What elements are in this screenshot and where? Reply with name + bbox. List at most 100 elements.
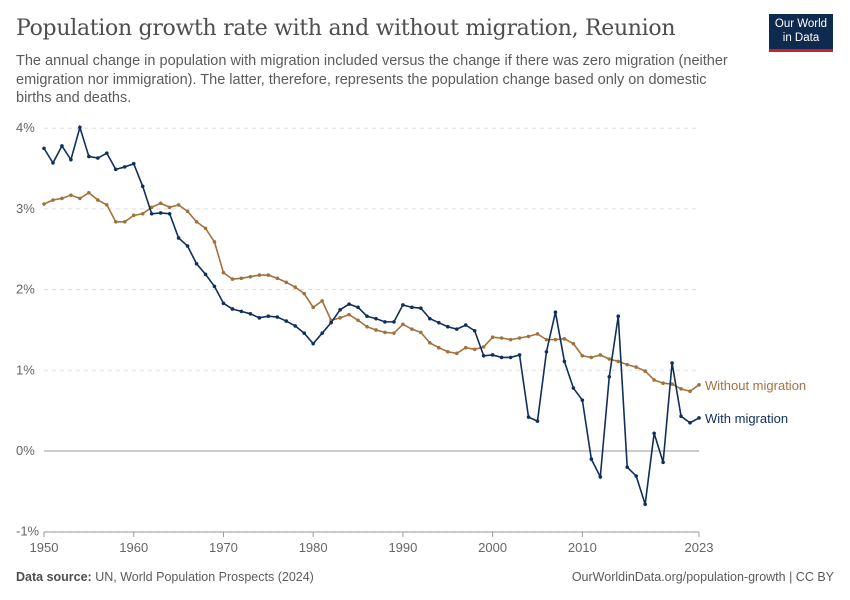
data-point [167,211,172,216]
data-point [374,328,378,332]
data-point [616,314,621,319]
data-point [347,312,351,317]
data-point [347,302,351,306]
data-point [266,273,271,277]
data-point [562,337,567,341]
data-point [239,276,244,281]
x-tick-label: 1960 [119,540,148,555]
data-point [598,475,603,479]
data-point [329,320,333,325]
y-tick-label: 1% [16,362,35,377]
data-point [553,310,558,314]
data-point [105,151,109,156]
data-point [670,361,674,365]
y-tick-label: 4% [16,120,35,135]
data-point [176,236,181,240]
data-point [284,280,289,285]
source-text[interactable]: UN, World Population Prospects (2024) [95,570,314,584]
data-point [122,165,127,169]
data-point [338,316,342,320]
source-label: Data source: [16,570,92,584]
data-point [42,202,46,206]
data-point [140,211,145,216]
data-point [293,285,298,289]
data-point [697,383,701,387]
data-point [392,331,396,335]
data-point [365,314,369,319]
data-point [203,272,208,277]
series-line-with-migration [43,124,700,505]
x-tick-label: 2000 [478,540,507,555]
data-point [517,336,522,340]
data-point [679,387,683,391]
legend-label: Without migration [705,378,806,393]
data-point [78,196,82,201]
owid-logo[interactable]: Our World in Data [769,14,833,52]
data-point [320,331,324,335]
data-point [625,465,630,469]
data-point [679,414,683,419]
data-point [661,460,665,465]
data-point [203,226,208,231]
data-point [383,320,387,324]
y-tick-label: 3% [16,201,35,216]
data-point [365,324,369,329]
data-point [428,316,432,321]
data-point [445,324,450,329]
data-point [634,365,638,369]
x-tick-label: 2023 [685,540,714,555]
data-point [562,359,567,364]
footer-link[interactable]: OurWorldinData.org/population-growth | C… [571,570,834,584]
data-point [436,320,441,325]
data-point [499,355,504,360]
data-point [634,474,638,478]
data-point [436,345,441,350]
data-point [454,327,459,331]
data-point [302,291,307,296]
data-point [185,209,190,214]
legend-label: With migration [705,411,788,426]
data-point [643,369,647,373]
data-point [230,307,235,311]
data-point [42,146,46,151]
data-point [526,334,531,339]
data-point [302,331,307,335]
data-point [553,337,558,342]
data-point [266,314,271,319]
data-point [257,316,262,320]
data-point [158,201,163,206]
data-point [490,353,495,357]
data-point [481,345,486,349]
data-point [87,154,91,159]
data-point [401,322,405,327]
x-tick-label: 1950 [30,540,59,555]
data-point [122,220,127,224]
data-point [338,307,342,312]
data-point [212,284,217,289]
data-point [410,327,414,331]
data-point [248,312,253,316]
data-point [320,299,324,303]
data-point [598,353,603,357]
data-point [463,323,468,327]
data-point [51,161,55,165]
data-point [113,220,118,224]
data-point [580,353,585,358]
data-point [652,378,656,382]
data-point [661,381,665,386]
data-point [517,353,522,357]
data-point [293,324,298,328]
chart-subtitle: The annual change in population with mig… [16,53,728,106]
data-point [356,318,360,323]
data-point [490,335,495,340]
data-source: Data source: UN, World Population Prospe… [16,570,314,584]
data-point [149,205,154,210]
data-point [419,306,423,310]
data-point [508,355,513,360]
data-point [113,167,118,172]
data-point [158,211,163,215]
data-point [697,416,701,420]
data-point [96,156,100,160]
data-point [69,157,73,162]
